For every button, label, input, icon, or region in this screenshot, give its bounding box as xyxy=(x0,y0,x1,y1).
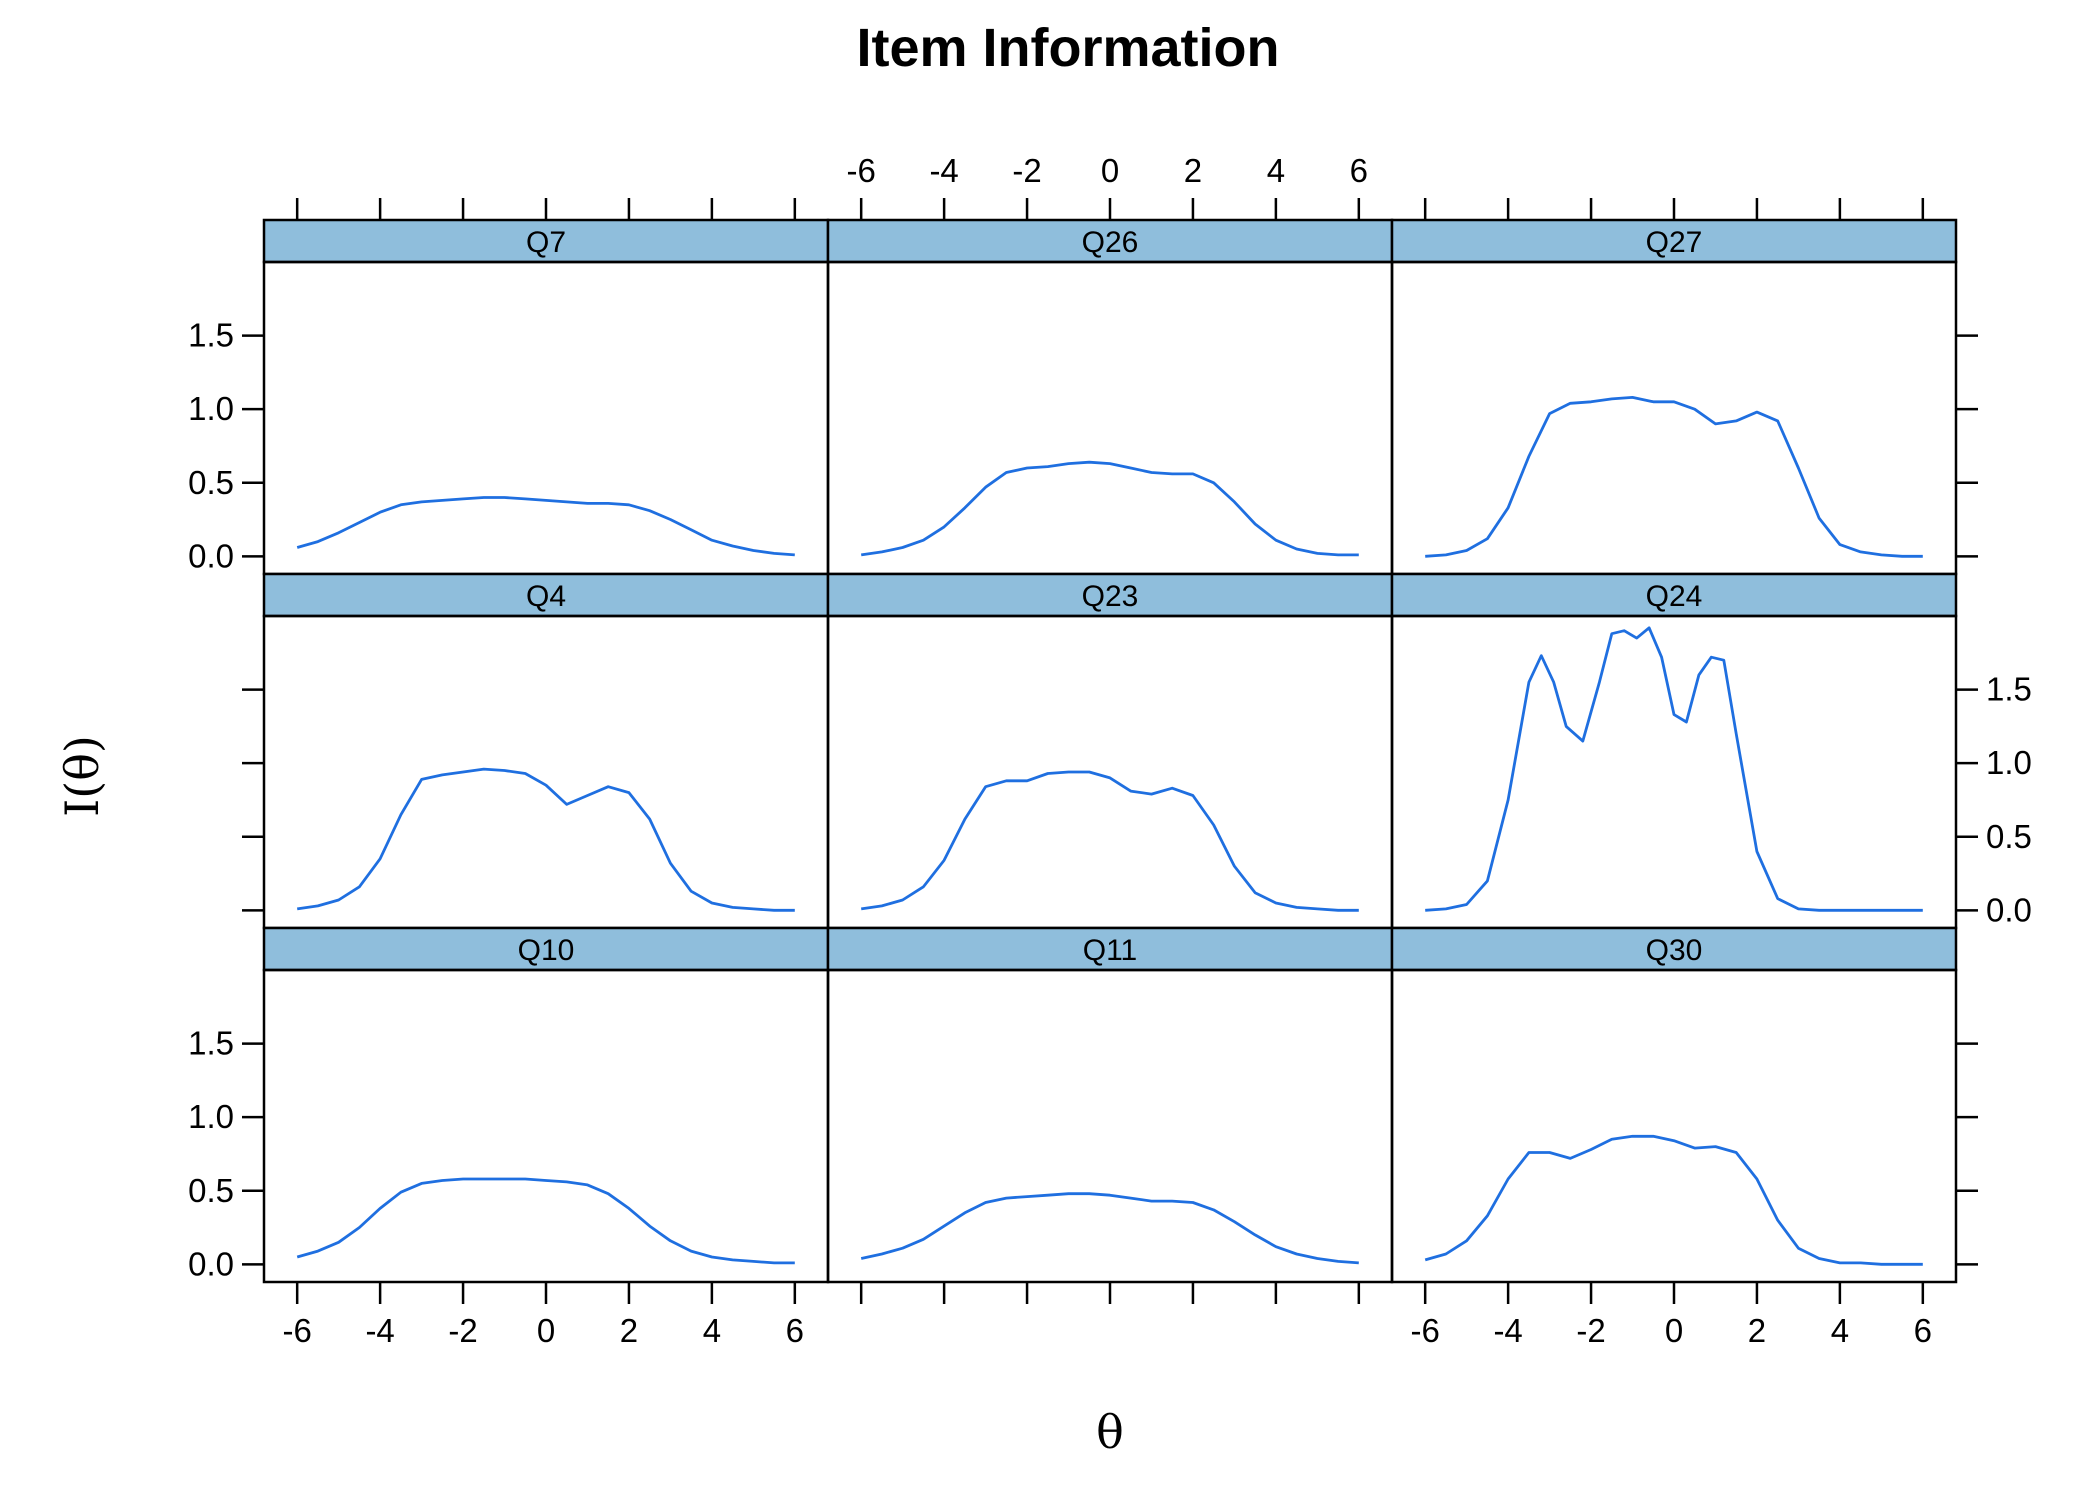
y-tick-label-right: 1.5 xyxy=(1986,671,2032,708)
panel-strip-label: Q26 xyxy=(1082,226,1139,259)
x-tick-label: -4 xyxy=(365,1312,394,1349)
panel-q27: Q27 xyxy=(1390,198,1978,576)
x-tick-label: 2 xyxy=(1748,1312,1766,1349)
information-curve xyxy=(1425,626,1923,912)
panel-strip-label: Q24 xyxy=(1646,580,1703,613)
x-tick-label: -6 xyxy=(1411,1312,1440,1349)
panel-q23: Q23 xyxy=(826,572,1394,930)
x-tick-label: 6 xyxy=(1914,1312,1932,1349)
y-axis-label: I(θ) xyxy=(55,735,109,817)
x-tick-label: 2 xyxy=(620,1312,638,1349)
panel-strip-label: Q11 xyxy=(1083,934,1137,967)
panel-frame xyxy=(262,614,830,930)
y-tick-label-right: 0.5 xyxy=(1986,818,2032,855)
panel-strip-label: Q7 xyxy=(526,226,566,259)
panel-strip xyxy=(1390,218,1958,264)
panel-q26: Q26 -6 -4 -2 0 2 4 6 xyxy=(826,152,1394,576)
information-curve xyxy=(296,496,795,557)
information-curve xyxy=(296,767,795,912)
panel-frame xyxy=(826,968,1394,1284)
x-tick-label: -2 xyxy=(1576,1312,1605,1349)
panel-q24: Q24 0.0 0.5 1.0 1.5 xyxy=(1390,572,2032,930)
y-tick-label-right: 1.0 xyxy=(1986,744,2032,781)
x-tick-label: 0 xyxy=(1665,1312,1683,1349)
panel-q4: Q4 xyxy=(242,572,830,930)
x-tick-label: 4 xyxy=(703,1312,721,1349)
x-tick-label: 6 xyxy=(786,1312,804,1349)
panel-strip-label: Q30 xyxy=(1646,934,1703,967)
x-tick-label-top: 6 xyxy=(1350,152,1368,189)
y-tick-label: 0.0 xyxy=(188,537,234,574)
information-curve xyxy=(296,1177,795,1265)
panel-grid: Q7 0.0 0.5 1.0 1.5 Q26 -6 -4 -2 0 2 4 6 Q27 Q4 Q23 Q24 0.… xyxy=(188,152,2032,1349)
x-tick-label: -4 xyxy=(1493,1312,1522,1349)
y-tick-label: 1.0 xyxy=(188,390,234,427)
x-tick-label: -6 xyxy=(283,1312,312,1349)
x-tick-label-top: -2 xyxy=(1012,152,1041,189)
panel-strip-label: Q10 xyxy=(518,934,575,967)
panel-strip xyxy=(1390,926,1958,972)
panel-q11: Q11 xyxy=(826,926,1394,1304)
x-tick-label: 4 xyxy=(1831,1312,1849,1349)
information-curve xyxy=(860,1192,1359,1265)
y-tick-label: 1.5 xyxy=(188,317,234,354)
panel-q30: Q30 -6 -4 -2 0 2 4 6 xyxy=(1390,926,1978,1349)
y-tick-label: 0.5 xyxy=(188,1172,234,1209)
x-tick-label-top: -6 xyxy=(847,152,876,189)
panel-strip-label: Q23 xyxy=(1082,580,1139,613)
x-axis-label: θ xyxy=(1096,1405,1124,1459)
x-tick-label-top: 0 xyxy=(1101,152,1119,189)
panel-frame xyxy=(1390,614,1958,930)
x-tick-label-top: -4 xyxy=(929,152,958,189)
chart-title: Item Information xyxy=(856,18,1279,78)
panel-frame xyxy=(1390,260,1958,576)
panel-frame xyxy=(1390,968,1958,1284)
panel-strip-label: Q27 xyxy=(1646,226,1703,259)
y-tick-label: 1.0 xyxy=(188,1098,234,1135)
y-tick-label-right: 0.0 xyxy=(1986,891,2032,928)
panel-strip xyxy=(262,218,830,264)
information-curve xyxy=(860,770,1359,912)
x-tick-label: -2 xyxy=(448,1312,477,1349)
panel-strip xyxy=(826,572,1394,618)
y-tick-label: 1.5 xyxy=(188,1025,234,1062)
x-tick-label: 0 xyxy=(537,1312,555,1349)
y-tick-label: 0.5 xyxy=(188,464,234,501)
information-curve xyxy=(860,460,1359,557)
panel-strip xyxy=(262,926,830,972)
panel-frame xyxy=(826,614,1394,930)
y-tick-label: 0.0 xyxy=(188,1245,234,1282)
x-tick-label-top: 2 xyxy=(1184,152,1202,189)
panel-frame xyxy=(826,260,1394,576)
panel-q10: Q10 -6 -4 -2 0 2 4 6 0.0 0.5 1.0 1.5 xyxy=(188,926,830,1349)
panel-q7: Q7 0.0 0.5 1.0 1.5 xyxy=(188,198,830,576)
information-curve xyxy=(1424,1134,1923,1266)
information-curve xyxy=(1425,396,1923,558)
panel-strip xyxy=(826,926,1394,972)
x-tick-label-top: 4 xyxy=(1267,152,1285,189)
panel-strip-label: Q4 xyxy=(526,580,566,613)
